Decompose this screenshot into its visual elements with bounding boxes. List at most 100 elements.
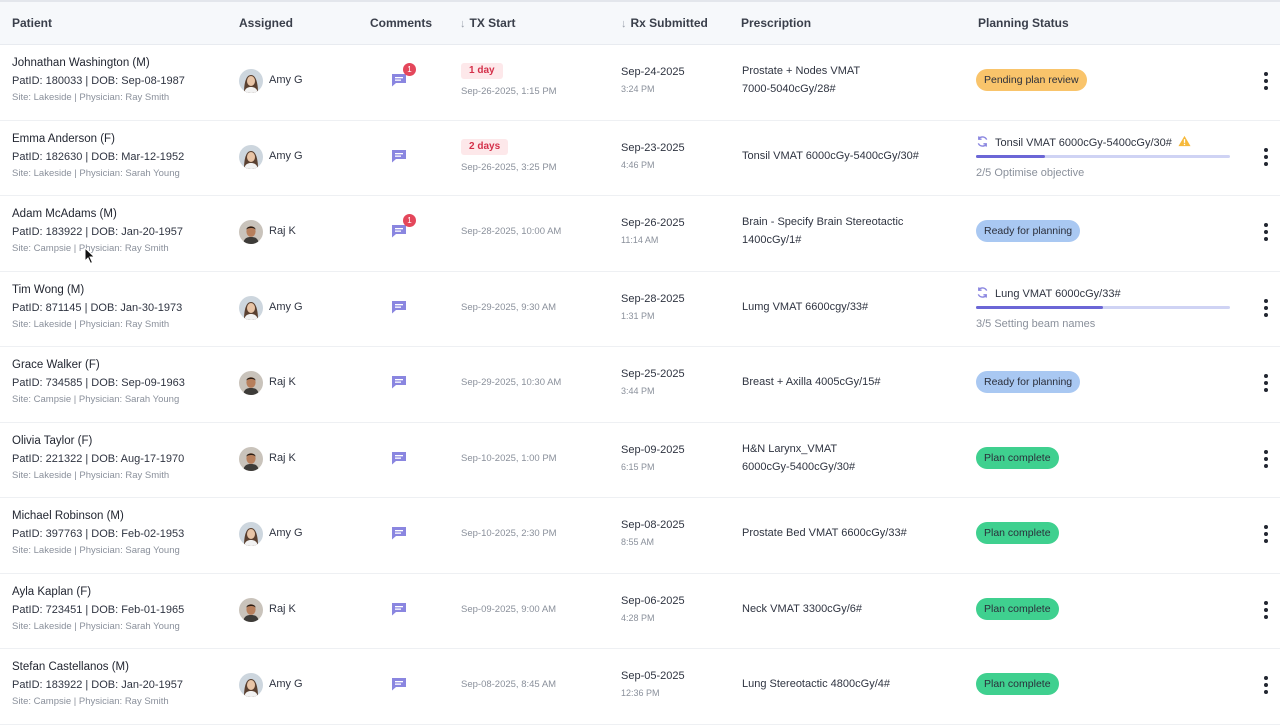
table-row[interactable]: Tim Wong (M) PatID: 871145 | DOB: Jan-30-… <box>0 272 1280 347</box>
rx-submitted-date: Sep-06-2025 <box>621 594 685 607</box>
status-badge[interactable]: Ready for planning <box>976 371 1081 393</box>
rx-submitted-time: 3:24 PM <box>621 84 655 94</box>
comment-count-badge: 1 <box>403 63 416 76</box>
table-row[interactable]: Emma Anderson (F) PatID: 182630 | DOB: Ma… <box>0 121 1280 196</box>
assignee-name[interactable]: Amy G <box>269 678 303 690</box>
table-row[interactable]: Grace Walker (F) PatID: 734585 | DOB: Sep… <box>0 347 1280 423</box>
sort-arrow-icon: ↓ <box>621 18 627 30</box>
patient-id-dob: PatID: 221322 | DOB: Aug-17-1970 <box>12 452 185 465</box>
row-menu-icon[interactable] <box>1262 600 1270 621</box>
patient-site-physician: Site: Campsie | Physician: Sarah Young <box>12 394 180 405</box>
prescription-line: Neck VMAT 3300cGy/6# <box>742 602 863 615</box>
patient-name[interactable]: Emma Anderson (F) <box>12 132 115 145</box>
assignee-name[interactable]: Raj K <box>269 602 296 615</box>
patient-name[interactable]: Olivia Taylor (F) <box>12 434 93 447</box>
table-row[interactable]: Olivia Taylor (F) PatID: 221322 | DOB: Au… <box>0 423 1280 498</box>
overdue-badge: 1 day <box>461 63 503 79</box>
prescription-line: 1400cGy/1# <box>742 234 802 246</box>
comment-icon[interactable] <box>390 72 408 88</box>
prescription-line: Prostate Bed VMAT 6600cGy/33# <box>742 527 907 539</box>
patient-name[interactable]: Adam McAdams (M) <box>12 208 117 220</box>
prescription: Breast + Axilla 4005cGy/15# <box>742 373 957 391</box>
rx-submitted-time: 12:36 PM <box>621 688 660 698</box>
male-avatar-icon <box>239 446 263 471</box>
rx-submitted-time: 4:46 PM <box>621 159 655 170</box>
patient-id-dob: PatID: 182630 | DOB: Mar-12-1952 <box>12 150 185 163</box>
comment-icon[interactable] <box>390 299 408 315</box>
comment-icon[interactable] <box>390 601 408 617</box>
row-menu-icon[interactable] <box>1262 147 1270 168</box>
patient-id-dob: PatID: 734585 | DOB: Sep-09-1963 <box>12 377 185 389</box>
patient-name[interactable]: Stefan Castellanos (M) <box>12 661 129 673</box>
table-row[interactable]: Adam McAdams (M) PatID: 183922 | DOB: Jan… <box>0 196 1280 272</box>
progress-bar <box>976 305 1230 309</box>
prescription: Neck VMAT 3300cGy/6# <box>742 600 957 618</box>
tx-start-date: Sep-10-2025, 1:00 PM <box>461 452 557 464</box>
column-header-comments[interactable]: Comments <box>370 16 433 30</box>
prescription-line: 6000cGy-5400cGy/30# <box>742 460 856 473</box>
rx-submitted-time: 11:14 AM <box>621 235 659 245</box>
status-badge[interactable]: Plan complete <box>976 522 1059 544</box>
tx-start-date: Sep-08-2025, 8:45 AM <box>461 679 557 690</box>
sync-icon <box>976 286 989 299</box>
patient-id-dob: PatID: 723451 | DOB: Feb-01-1965 <box>12 603 185 616</box>
prescription-line: Prostate + Nodes VMAT <box>742 65 861 77</box>
patient-name[interactable]: Grace Walker (F) <box>12 359 100 371</box>
comment-icon[interactable] <box>390 374 408 390</box>
sync-icon <box>976 135 989 148</box>
assignee-name[interactable]: Amy G <box>269 527 303 539</box>
comment-icon[interactable] <box>390 223 408 239</box>
patient-id-dob: PatID: 183922 | DOB: Jan-20-1957 <box>12 679 184 691</box>
table-row[interactable]: Johnathan Washington (M) PatID: 180033 | … <box>0 45 1280 121</box>
assignee-name[interactable]: Raj K <box>269 451 296 464</box>
patient-name[interactable]: Ayla Kaplan (F) <box>12 585 92 598</box>
plan-name: Tonsil VMAT 6000cGy-5400cGy/30# <box>995 136 1172 149</box>
patient-name[interactable]: Tim Wong (M) <box>12 283 85 296</box>
table-row[interactable]: Michael Robinson (M) PatID: 397763 | DOB:… <box>0 498 1280 574</box>
rx-submitted-date: Sep-24-2025 <box>621 66 685 78</box>
row-menu-icon[interactable] <box>1262 374 1270 394</box>
table-row[interactable]: Stefan Castellanos (M) PatID: 183922 | DO… <box>0 649 1280 725</box>
assignee-name[interactable]: Raj K <box>269 376 296 388</box>
patient-id-dob: PatID: 397763 | DOB: Feb-02-1953 <box>12 528 185 540</box>
comment-icon[interactable] <box>390 525 408 541</box>
row-menu-icon[interactable] <box>1262 449 1270 470</box>
assignee-name[interactable]: Amy G <box>269 149 303 162</box>
status-badge[interactable]: Ready for planning <box>976 220 1081 242</box>
male-avatar-icon <box>239 371 263 395</box>
female-avatar-icon <box>239 295 263 320</box>
column-header-patient[interactable]: Patient <box>12 16 53 30</box>
row-menu-icon[interactable] <box>1262 298 1270 319</box>
male-avatar-icon <box>239 597 263 622</box>
status-badge[interactable]: Pending plan review <box>976 69 1087 91</box>
column-header-tx-start[interactable]: ↓ TX Start <box>460 16 516 30</box>
row-menu-icon[interactable] <box>1262 72 1270 92</box>
column-header-planning-status[interactable]: Planning Status <box>978 16 1069 30</box>
tx-start-date: Sep-26-2025, 1:15 PM <box>461 86 557 97</box>
column-header-rx-submitted[interactable]: ↓ Rx Submitted <box>621 16 708 30</box>
patient-name[interactable]: Michael Robinson (M) <box>12 510 124 522</box>
prescription: H&N Larynx_VMAT 6000cGy-5400cGy/30# <box>742 440 957 476</box>
comment-icon[interactable] <box>390 450 408 466</box>
row-menu-icon[interactable] <box>1262 525 1270 545</box>
row-menu-icon[interactable] <box>1262 676 1270 696</box>
status-badge[interactable]: Plan complete <box>976 673 1059 695</box>
assignee-name[interactable]: Raj K <box>269 225 296 237</box>
warning-icon[interactable] <box>1178 135 1191 147</box>
table-row[interactable]: Ayla Kaplan (F) PatID: 723451 | DOB: Feb-… <box>0 574 1280 649</box>
status-badge[interactable]: Plan complete <box>976 597 1059 620</box>
prescription-line: 7000-5040cGy/28# <box>742 83 836 95</box>
prescription: Tonsil VMAT 6000cGy-5400cGy/30# <box>742 147 957 165</box>
status-badge[interactable]: Plan complete <box>976 446 1059 469</box>
progress-bar-fill <box>976 154 1045 158</box>
comment-icon[interactable] <box>390 676 408 692</box>
assignee-name[interactable]: Amy G <box>269 300 303 313</box>
patient-site-physician: Site: Lakeside | Physician: Sarag Young <box>12 545 180 556</box>
column-header-prescription[interactable]: Prescription <box>741 16 812 30</box>
patient-name[interactable]: Johnathan Washington (M) <box>12 57 150 69</box>
tx-start-date: Sep-09-2025, 9:00 AM <box>461 603 557 615</box>
column-header-assigned[interactable]: Assigned <box>239 16 294 30</box>
comment-icon[interactable] <box>390 148 408 164</box>
row-menu-icon[interactable] <box>1262 223 1270 243</box>
assignee-name[interactable]: Amy G <box>269 74 303 86</box>
